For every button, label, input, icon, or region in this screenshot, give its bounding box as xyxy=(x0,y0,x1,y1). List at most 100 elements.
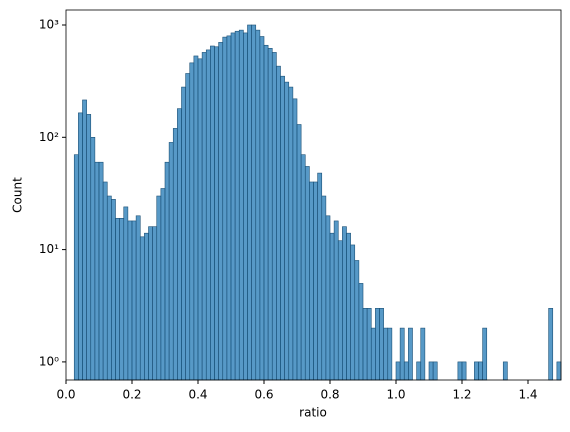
bar xyxy=(263,44,269,381)
bar xyxy=(342,226,347,381)
bar xyxy=(317,172,323,381)
bar xyxy=(164,161,170,381)
bar xyxy=(478,361,483,381)
bar xyxy=(181,86,186,381)
bar xyxy=(111,199,116,381)
bar xyxy=(152,226,158,381)
bar xyxy=(370,327,376,381)
bar xyxy=(222,36,228,381)
x-tick-label: 0.2 xyxy=(122,388,141,402)
bar xyxy=(234,30,240,381)
bar xyxy=(284,81,290,381)
bar xyxy=(131,220,137,381)
bar xyxy=(337,240,343,381)
bar xyxy=(214,46,219,381)
bar xyxy=(106,195,112,381)
x-tick-label: 0.6 xyxy=(254,388,273,402)
bar xyxy=(276,65,281,381)
bar xyxy=(296,124,302,381)
bar xyxy=(135,215,141,381)
bar xyxy=(82,99,87,381)
bar xyxy=(177,108,182,381)
bar xyxy=(432,361,438,381)
bar xyxy=(502,361,508,381)
bar xyxy=(354,260,360,381)
bar xyxy=(395,361,401,381)
y-axis-label: Count xyxy=(11,177,25,213)
bar xyxy=(300,154,306,381)
bar xyxy=(210,45,215,381)
bar xyxy=(255,29,261,381)
bar xyxy=(313,181,318,381)
bar xyxy=(329,232,335,381)
y-tick-label: 10² xyxy=(39,130,59,144)
bar xyxy=(238,29,244,381)
x-axis-label: ratio xyxy=(299,406,327,420)
bar xyxy=(280,75,285,381)
bar xyxy=(408,327,413,381)
y-tick-label: 10¹ xyxy=(39,242,59,256)
bar xyxy=(247,24,252,381)
bar xyxy=(243,32,248,381)
bar xyxy=(148,226,153,381)
bar xyxy=(457,361,463,381)
bar xyxy=(144,232,149,381)
bar xyxy=(251,24,257,381)
bar xyxy=(325,215,331,381)
bar xyxy=(115,217,120,381)
bar xyxy=(383,327,389,381)
bar xyxy=(379,308,384,381)
bar xyxy=(172,128,178,381)
bar xyxy=(123,206,129,381)
bar xyxy=(420,327,426,381)
bar xyxy=(461,361,467,381)
bar xyxy=(346,232,351,381)
bar xyxy=(185,73,191,381)
bar xyxy=(399,327,405,381)
bar xyxy=(205,49,211,381)
y-tick-label: 10³ xyxy=(39,17,59,31)
bar xyxy=(321,195,327,381)
x-tick-label: 0.0 xyxy=(56,388,75,402)
bar xyxy=(78,112,83,381)
bar xyxy=(102,181,108,381)
bar xyxy=(387,327,393,381)
bar xyxy=(90,136,96,381)
bar xyxy=(366,308,372,381)
bar xyxy=(127,220,133,381)
bar xyxy=(226,35,232,381)
bar xyxy=(94,161,100,381)
bar xyxy=(375,308,380,381)
bar xyxy=(267,48,273,381)
bar xyxy=(474,361,479,381)
bar xyxy=(73,154,79,381)
bar xyxy=(309,181,314,381)
bar xyxy=(139,236,145,381)
bar xyxy=(271,52,277,381)
x-tick-label: 0.8 xyxy=(320,388,339,402)
bar xyxy=(201,52,207,381)
bar xyxy=(428,361,434,381)
bar xyxy=(288,86,294,381)
bar xyxy=(350,244,356,381)
y-tick-label: 10⁰ xyxy=(39,354,59,368)
bar xyxy=(193,55,199,381)
bar xyxy=(86,114,92,381)
x-tick-label: 1.0 xyxy=(386,388,405,402)
bar xyxy=(358,283,364,381)
bar xyxy=(556,361,562,381)
bar xyxy=(160,188,166,381)
bar xyxy=(230,32,236,381)
bar xyxy=(156,195,162,381)
x-tick-label: 1.2 xyxy=(452,388,471,402)
bar xyxy=(548,308,554,381)
bar xyxy=(482,327,488,381)
bar xyxy=(98,161,104,381)
bar xyxy=(403,361,409,381)
bar xyxy=(189,62,195,381)
bar xyxy=(292,98,298,381)
plot-frame xyxy=(65,9,562,381)
bar xyxy=(168,142,174,381)
bar xyxy=(119,217,125,381)
